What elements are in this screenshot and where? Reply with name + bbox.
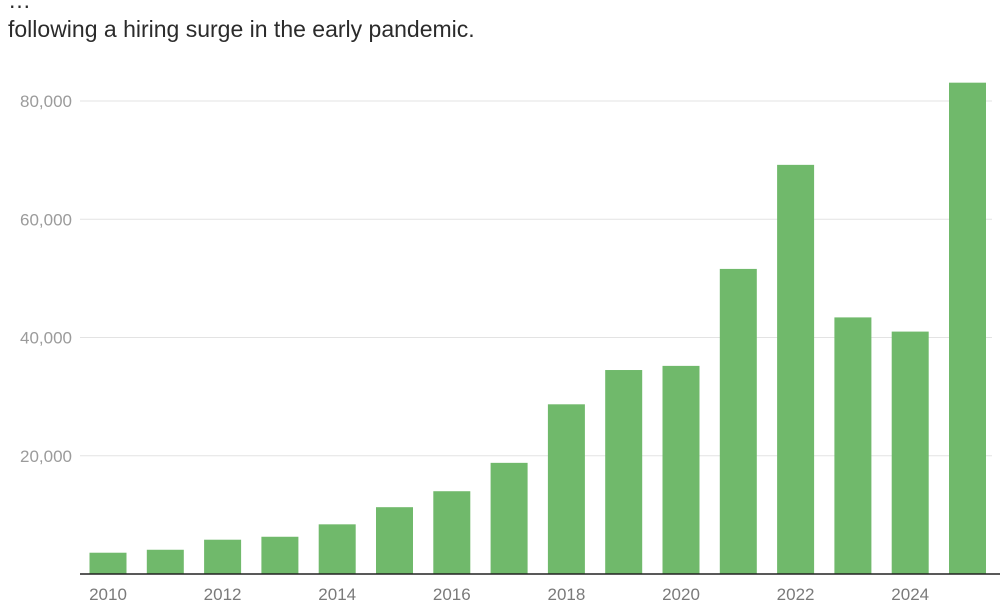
y-axis-labels: 20,000 40,000 60,000 80,000 bbox=[20, 92, 72, 466]
x-tick-label-2016: 2016 bbox=[433, 585, 471, 600]
x-tick-label-2018: 2018 bbox=[547, 585, 585, 600]
x-tick-label-2020: 2020 bbox=[662, 585, 700, 600]
bar-2016 bbox=[433, 491, 471, 574]
x-tick-label-2022: 2022 bbox=[777, 585, 815, 600]
x-tick-label-2014: 2014 bbox=[318, 585, 356, 600]
bar-2025 bbox=[949, 82, 986, 574]
bar-2018 bbox=[547, 404, 585, 574]
y-tick-label-20000: 20,000 bbox=[20, 447, 72, 466]
bar-2010 bbox=[89, 552, 127, 574]
bar-2013 bbox=[261, 536, 299, 574]
x-axis: 2010 2012 2014 2016 2018 2020 2022 2024 bbox=[80, 573, 1000, 600]
bar-2023 bbox=[834, 317, 872, 574]
bar-2021 bbox=[719, 268, 757, 574]
bar-2019 bbox=[605, 370, 643, 574]
y-tick-label-40000: 40,000 bbox=[20, 329, 72, 348]
bar-2014 bbox=[318, 524, 356, 574]
y-tick-label-80000: 80,000 bbox=[20, 92, 72, 111]
subtitle-line-2: following a hiring surge in the early pa… bbox=[8, 16, 475, 42]
bar-2024 bbox=[891, 331, 929, 574]
bar-2012 bbox=[204, 539, 242, 574]
bar-2017 bbox=[490, 462, 528, 574]
bar-2020 bbox=[662, 365, 700, 574]
x-tick-label-2010: 2010 bbox=[89, 585, 127, 600]
x-tick-label-2024: 2024 bbox=[891, 585, 929, 600]
chart-subtitle: … following a hiring surge in the early … bbox=[8, 0, 993, 44]
bar-2011 bbox=[146, 549, 184, 574]
bar-2022 bbox=[777, 164, 815, 575]
bars bbox=[89, 82, 986, 575]
y-tick-label-60000: 60,000 bbox=[20, 210, 72, 229]
bar-2015 bbox=[376, 507, 413, 574]
subtitle-line-1: … bbox=[8, 0, 31, 13]
x-tick-label-2012: 2012 bbox=[204, 585, 242, 600]
